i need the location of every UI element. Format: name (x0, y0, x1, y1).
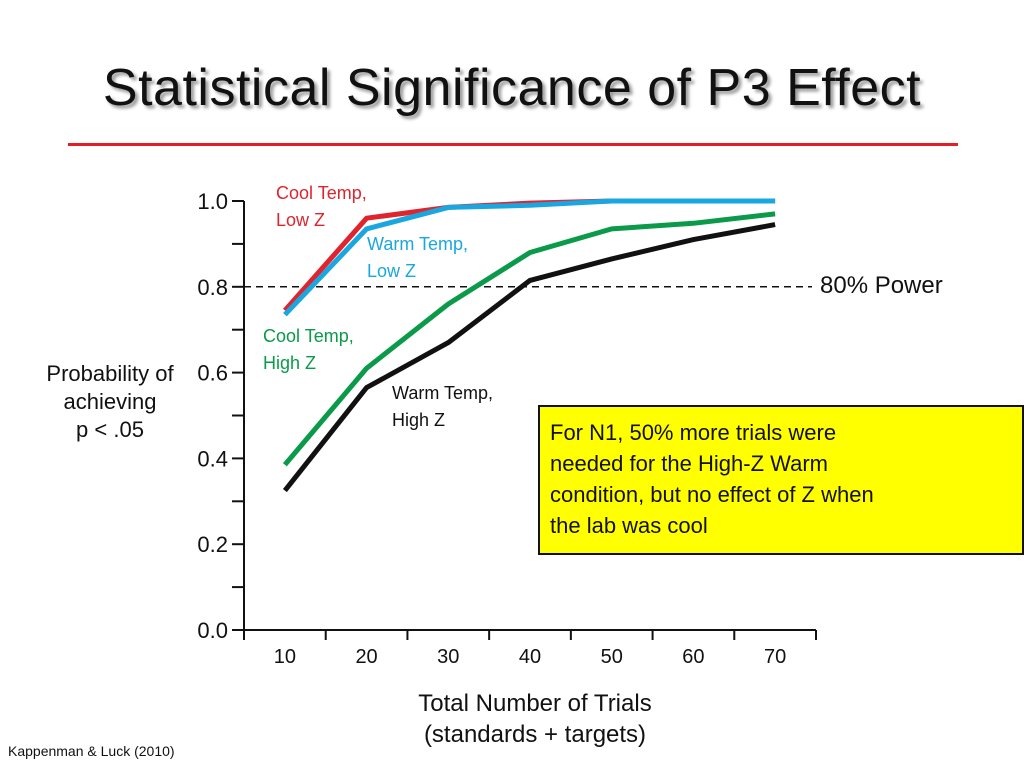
x-tick-label: 40 (519, 646, 541, 668)
x-tick-label: 70 (764, 646, 786, 668)
chart-axes: 0.0 0.2 0.4 0.6 0.8 1.0 10 20 30 40 50 60 70 (197, 189, 817, 668)
series-label-line: High Z (392, 410, 446, 430)
y-tick-label: 0.8 (197, 275, 228, 300)
series-label-line: Low Z (367, 261, 417, 281)
series-label-warm-high-z: Warm Temp, High Z (392, 380, 493, 434)
x-tick-label: 30 (437, 646, 459, 668)
y-tick-label: 0.4 (197, 446, 228, 471)
y-tick-label: 0.6 (197, 361, 228, 386)
callout-line: the lab was cool (550, 513, 708, 538)
x-tick-label: 10 (274, 646, 296, 668)
x-axis-title-line: Total Number of Trials (418, 690, 652, 717)
y-axis-title-line: Probability of (46, 361, 174, 386)
series-label-cool-high-z: Cool Temp, High Z (263, 323, 354, 377)
series-line-2 (282, 211, 776, 467)
series-label-line: Cool Temp, (263, 326, 354, 346)
title-divider (68, 143, 958, 146)
series-label-line: High Z (263, 353, 317, 373)
y-axis-title-line: achieving (63, 389, 157, 414)
slide-title: Statistical Significance of P3 Effect (102, 59, 922, 117)
x-axis-title-line: (standards + targets) (423, 721, 647, 748)
series-line-1 (283, 198, 776, 317)
series-label-line: Cool Temp, (276, 183, 367, 203)
series-label-line: Low Z (276, 210, 326, 230)
callout-line: condition, but no effect of Z when (550, 482, 874, 507)
series-label-line: Warm Temp, (367, 234, 469, 254)
callout-line: For N1, 50% more trials were (550, 420, 837, 445)
y-tick-label: 0.0 (197, 618, 228, 643)
callout-line: needed for the High-Z Warm (550, 451, 828, 476)
power-reference-label: 80% Power (820, 272, 943, 299)
y-axis-title: Probability of achieving p < .05 (20, 360, 200, 444)
y-tick-label: 0.2 (197, 532, 228, 557)
x-axis-title: Total Number of Trials (standards + targ… (380, 688, 690, 750)
series-label-cool-low-z: Cool Temp, Low Z (276, 180, 367, 234)
y-axis-title-line: p < .05 (76, 417, 144, 442)
n1-callout-box: For N1, 50% more trials were needed for … (538, 405, 1024, 555)
x-tick-label: 20 (355, 646, 377, 668)
y-tick-label: 1.0 (197, 189, 228, 214)
series-lines (282, 198, 776, 493)
series-label-line: Warm Temp, (392, 383, 494, 403)
x-tick-label: 50 (601, 646, 623, 668)
x-tick-label: 60 (682, 646, 704, 668)
series-label-warm-low-z: Warm Temp, Low Z (367, 231, 468, 285)
citation: Kappenman & Luck (2010) (8, 743, 175, 759)
series-line-3 (282, 222, 776, 493)
